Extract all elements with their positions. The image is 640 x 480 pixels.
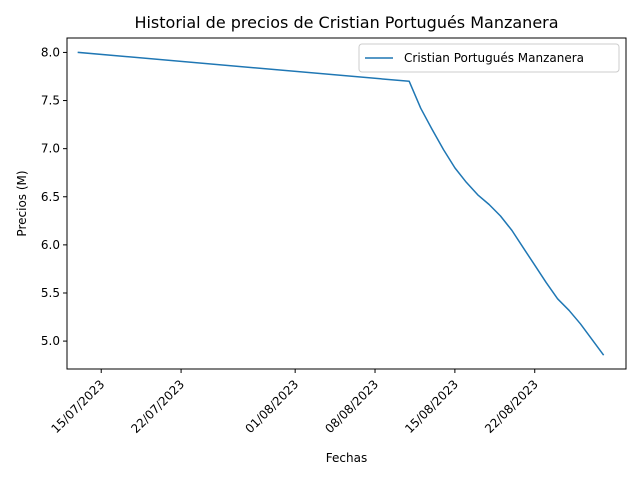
y-tick-label: 5.5 — [41, 286, 60, 300]
legend: Cristian Portugués Manzanera — [358, 43, 620, 73]
plot-area — [77, 51, 605, 356]
chart-title: Historial de precios de Cristian Portugu… — [134, 13, 558, 32]
y-axis-label: Precios (M) — [15, 170, 29, 236]
y-tick-label: 6.0 — [41, 238, 60, 252]
y-tick-label: 6.5 — [41, 190, 60, 204]
y-tick-label: 8.0 — [41, 45, 60, 59]
y-axis: 5.0 5.5 6.0 6.5 7.0 7.5 8.0 — [41, 45, 67, 348]
legend-box — [358, 43, 620, 73]
series-line-0 — [77, 51, 605, 356]
x-axis-label: Fechas — [326, 451, 367, 465]
y-tick-label: 7.0 — [41, 142, 60, 156]
y-tick-label: 7.5 — [41, 94, 60, 108]
y-tick-label: 5.0 — [41, 334, 60, 348]
legend-label: Cristian Portugués Manzanera — [404, 51, 584, 65]
plot-frame — [66, 37, 627, 370]
